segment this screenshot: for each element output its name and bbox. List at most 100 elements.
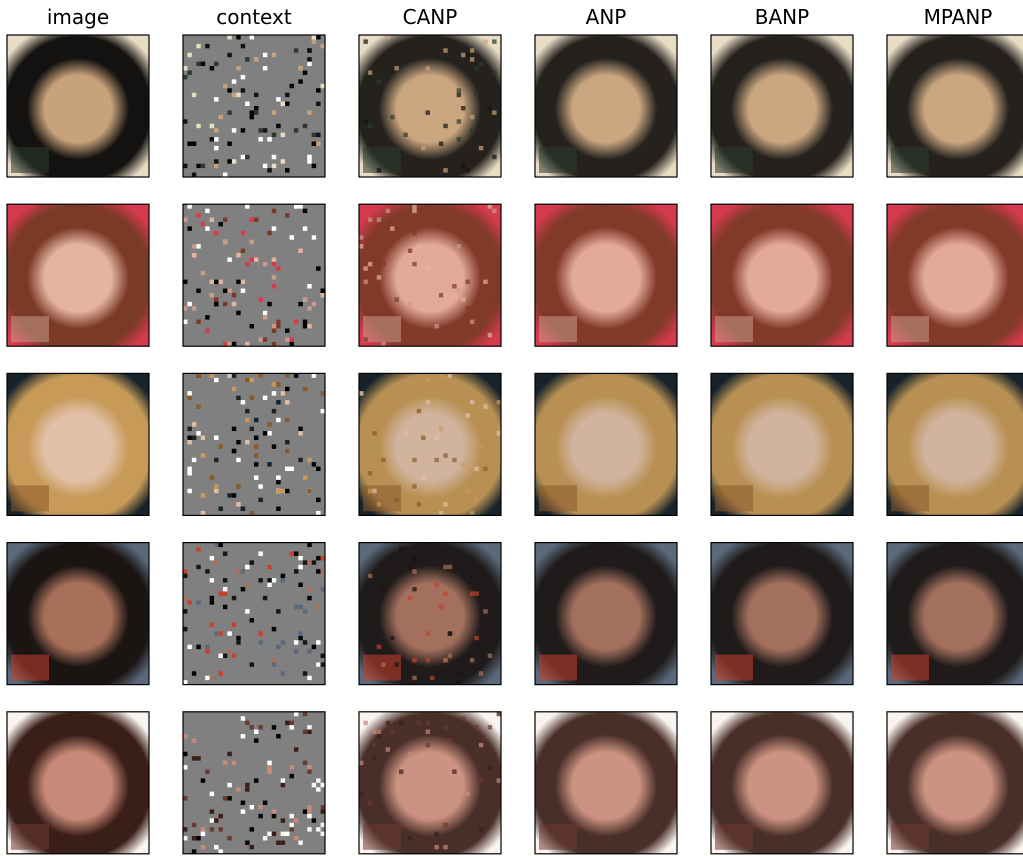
context-pixel	[307, 769, 312, 774]
context-pixel	[311, 644, 317, 650]
context-pixel	[240, 586, 246, 592]
context-pixel	[298, 457, 303, 463]
image-accent	[539, 147, 577, 173]
context-pixel	[285, 337, 290, 342]
context-pixel	[285, 101, 290, 106]
noise-pixel	[456, 671, 462, 676]
context-pixel	[222, 239, 228, 245]
noise-pixel	[483, 279, 488, 285]
context-pixel	[240, 128, 246, 133]
context-pixel	[262, 163, 268, 169]
context-pixel	[191, 244, 197, 249]
noise-pixel	[492, 208, 497, 214]
context-pixel	[254, 444, 259, 449]
context-pixel	[191, 738, 197, 743]
tile-frame	[6, 711, 150, 855]
image-tile	[358, 372, 502, 516]
tile-frame	[358, 711, 502, 855]
noise-pixel	[425, 742, 430, 748]
noise-pixel	[381, 261, 386, 267]
context-pixel	[200, 435, 206, 440]
noise-pixel	[469, 128, 475, 133]
context-pixel	[254, 729, 259, 734]
context-pixel	[307, 154, 312, 160]
tile-frame	[534, 203, 678, 347]
image-tile	[358, 203, 502, 347]
context-pixel	[240, 230, 246, 236]
noise-pixel	[456, 92, 462, 98]
context-pixel	[200, 270, 206, 276]
context-pixel	[187, 141, 192, 146]
context-pixel	[254, 738, 259, 743]
noise-pixel	[372, 756, 377, 761]
context-pixel	[307, 284, 312, 289]
context-pixel	[302, 208, 308, 214]
context-pixel	[298, 564, 303, 570]
tile-frame	[6, 372, 150, 516]
context-pixel	[276, 400, 281, 405]
context-pixel	[320, 43, 325, 49]
context-pixel	[254, 217, 259, 222]
context-pixel	[236, 502, 241, 507]
context-pixel	[254, 110, 259, 115]
noise-pixel	[412, 208, 417, 214]
noise-pixel	[425, 818, 430, 823]
context-pixel	[267, 831, 272, 837]
context-pixel	[183, 119, 188, 124]
context-pixel	[311, 782, 317, 788]
context-pixel	[289, 773, 294, 779]
context-pixel	[196, 836, 201, 841]
context-pixel	[245, 417, 250, 423]
noise-pixel	[465, 306, 470, 311]
context-pixel	[293, 319, 299, 325]
noise-pixel	[443, 502, 448, 507]
context-pixel	[249, 426, 254, 432]
context-pixel	[196, 756, 201, 761]
context-pixel	[222, 591, 228, 596]
context-pixel	[187, 226, 192, 231]
noise-pixel	[394, 66, 399, 71]
context-pixel	[271, 382, 277, 387]
context-pixel	[191, 756, 197, 761]
image-tile	[358, 34, 502, 178]
context-pixel	[293, 604, 299, 610]
noise-pixel	[443, 591, 448, 596]
context-pixel	[183, 319, 188, 325]
context-pixel	[289, 341, 294, 347]
noise-pixel	[363, 310, 368, 316]
image-accent	[539, 823, 577, 850]
context-pixel	[262, 431, 268, 436]
noise-pixel	[443, 844, 448, 850]
context-pixel	[276, 733, 281, 739]
context-pixel	[187, 395, 192, 401]
noise-pixel	[381, 662, 386, 667]
context-pixel	[231, 79, 237, 84]
noise-pixel	[469, 510, 475, 516]
context-pixel	[200, 453, 206, 458]
context-pixel	[289, 235, 294, 240]
context-pixel	[187, 644, 192, 650]
context-pixel	[258, 551, 263, 556]
context-pixel	[191, 253, 197, 258]
context-pixel	[276, 840, 281, 845]
context-pixel	[200, 163, 206, 169]
context-pixel	[307, 649, 312, 654]
context-pixel	[307, 725, 312, 730]
column-title: context	[216, 5, 292, 29]
tile-frame	[358, 541, 502, 686]
noise-pixel	[367, 573, 373, 579]
context-pixel	[249, 324, 254, 329]
context-pixel	[289, 827, 294, 832]
noise-pixel	[456, 137, 462, 142]
context-pixel	[245, 408, 250, 414]
context-pixel	[289, 822, 294, 828]
noise-pixel	[363, 119, 368, 124]
context-pixel	[311, 818, 317, 823]
context-pixel	[298, 79, 303, 84]
context-pixel	[258, 497, 263, 503]
context-pixel	[254, 475, 259, 480]
noise-pixel	[372, 431, 377, 436]
noise-pixel	[456, 88, 462, 93]
context-pixel	[316, 466, 321, 472]
context-pixel	[271, 831, 277, 837]
